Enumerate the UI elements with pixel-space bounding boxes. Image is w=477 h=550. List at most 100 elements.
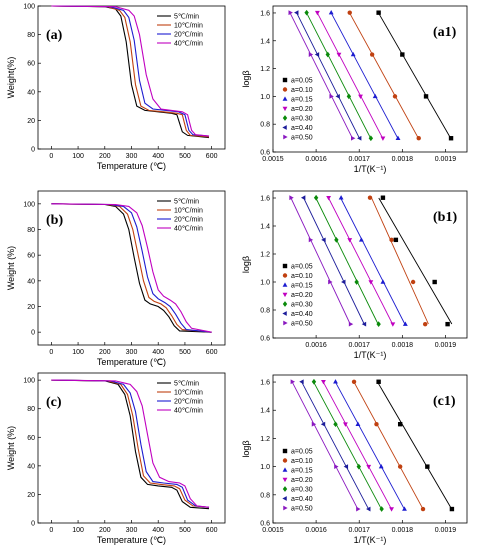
plot-frame	[272, 190, 468, 339]
data-point	[354, 279, 359, 285]
y-axis-label: Weight (%)	[6, 246, 16, 290]
fit-line	[316, 12, 384, 139]
x-tick-label: 0	[49, 527, 53, 534]
legend-marker	[282, 273, 288, 278]
x-tick-label: 0	[49, 349, 53, 356]
legend-label: a=0.30	[291, 116, 313, 123]
data-point	[400, 52, 405, 57]
y-tick-label: 1.4	[260, 38, 270, 45]
data-point	[380, 195, 386, 200]
series-line	[51, 379, 210, 508]
legend-label: 10℃/min	[174, 23, 203, 30]
panel-tag: (a)	[46, 28, 63, 43]
legend-label: a=0.10	[291, 458, 313, 465]
legend-label: a=0.10	[291, 273, 313, 280]
legend-label: a=0.05	[291, 264, 313, 271]
y-tick-label: 100	[23, 4, 35, 11]
data-point	[300, 195, 306, 201]
data-point	[325, 51, 330, 58]
x-axis-label: 1/T(K⁻¹)	[354, 350, 387, 360]
x-tick-label: 300	[126, 527, 138, 534]
data-point	[314, 52, 320, 57]
series-line	[51, 379, 210, 508]
fit-line	[306, 12, 371, 139]
legend-label: 20℃/min	[174, 399, 203, 406]
fit-line	[378, 12, 451, 139]
legend-label: a=0.30	[291, 302, 313, 309]
y-tick-label: 60	[27, 61, 35, 68]
x-tick-label: 200	[99, 153, 111, 160]
y-tick-label: 1.6	[260, 380, 270, 387]
series-line	[51, 203, 212, 333]
data-point	[299, 379, 304, 385]
fit-line	[349, 12, 419, 139]
fit-line	[378, 197, 453, 325]
x-tick-label: 600	[206, 349, 218, 356]
x-tick-label: 500	[179, 349, 191, 356]
x-tick-label: 200	[99, 527, 111, 534]
data-point	[346, 93, 352, 100]
plot-frame	[272, 5, 468, 153]
x-tick-label: 100	[72, 349, 84, 356]
y-tick-label: 80	[27, 406, 35, 413]
fit-line	[330, 12, 399, 139]
fit-line	[290, 197, 351, 325]
data-point	[334, 464, 339, 470]
data-point	[320, 421, 326, 427]
legend-label: a=0.20	[291, 292, 313, 299]
y-tick-label: 1.6	[260, 196, 270, 203]
y-tick-label: 0	[31, 330, 35, 337]
data-point	[341, 279, 346, 285]
legend-label: a=0.15	[291, 283, 313, 290]
x-tick-label: 0.0017	[349, 527, 371, 534]
data-point	[313, 194, 319, 201]
legend-label: a=0.40	[291, 125, 313, 132]
x-tick-label: 0.0016	[305, 342, 327, 349]
x-tick-label: 100	[72, 527, 84, 534]
data-point	[326, 195, 332, 201]
chart-panel-c: 0 100 200 300 400 500 600 0 20 40 60 80 100 Temperatu…	[6, 372, 226, 545]
data-point	[448, 136, 454, 141]
data-point	[423, 94, 429, 99]
data-point	[416, 136, 421, 141]
legend-label: 5℃/min	[174, 199, 199, 206]
data-point	[366, 464, 372, 470]
series-line	[51, 5, 210, 138]
y-tick-label: 1.4	[260, 408, 270, 415]
legend-label: a=0.50	[291, 506, 313, 513]
data-point	[410, 279, 416, 285]
y-tick-label: 20	[27, 118, 35, 125]
series-line	[51, 203, 212, 333]
fit-line	[291, 381, 359, 510]
x-tick-label: 400	[152, 527, 164, 534]
legend-label: 10℃/min	[174, 390, 203, 397]
legend-marker	[282, 311, 287, 316]
y-tick-label: 60	[27, 253, 35, 260]
y-tick-label: 0.6	[260, 336, 270, 343]
data-point	[395, 135, 401, 140]
y-axis-label: logβ	[241, 440, 251, 457]
data-point	[422, 321, 428, 327]
legend-label: a=0.40	[291, 496, 313, 503]
panel-tag: (b1)	[433, 210, 457, 225]
legend-label: a=0.15	[291, 97, 313, 104]
x-tick-label: 400	[152, 153, 164, 160]
x-tick-label: 300	[126, 349, 138, 356]
legend-label: a=0.50	[291, 135, 313, 142]
data-point	[294, 10, 299, 16]
data-point	[380, 136, 386, 141]
legend-marker	[282, 263, 288, 269]
x-axis-label: Temperature (℃)	[97, 535, 166, 545]
data-point	[376, 321, 381, 327]
x-tick-label: 500	[179, 153, 191, 160]
y-tick-label: 1.0	[260, 94, 270, 101]
data-point	[356, 463, 361, 470]
data-point	[420, 506, 426, 512]
y-tick-label: 0.8	[260, 492, 270, 499]
series-line	[51, 203, 212, 333]
x-tick-label: 0.0015	[262, 527, 284, 534]
data-point	[311, 421, 317, 427]
legend-label: 5℃/min	[174, 14, 199, 21]
x-tick-label: 0.0017	[349, 342, 371, 349]
